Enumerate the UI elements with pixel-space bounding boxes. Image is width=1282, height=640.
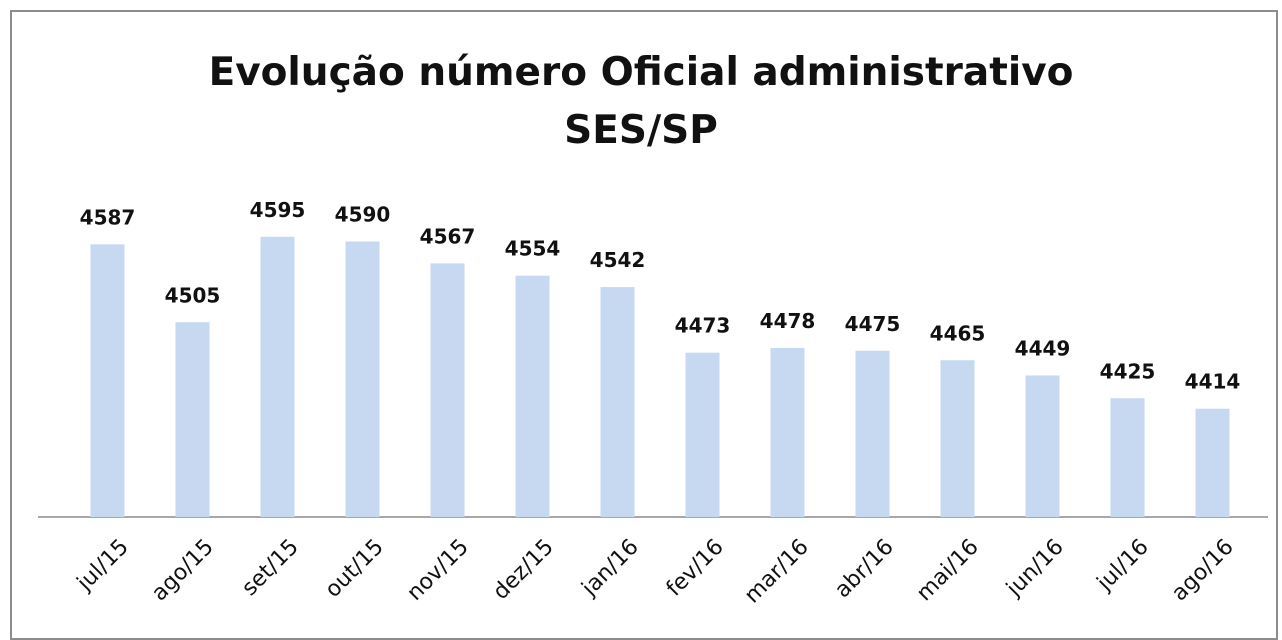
bar	[260, 236, 295, 517]
data-label: 4473	[675, 314, 731, 338]
x-tick-label: mai/16	[912, 535, 984, 607]
x-tick-label: jul/16	[1092, 535, 1154, 597]
data-label: 4478	[760, 309, 816, 333]
bar	[430, 263, 465, 517]
chart-title: Evolução número Oficial administrativo S…	[208, 50, 1074, 153]
data-label: 4587	[80, 205, 136, 229]
bar	[855, 350, 890, 517]
data-label: 4425	[1100, 359, 1156, 383]
bar	[90, 244, 125, 517]
data-label: 4475	[845, 312, 901, 336]
bar	[1025, 375, 1060, 517]
x-tick-label: abr/16	[830, 535, 899, 604]
data-label: 4554	[505, 237, 561, 261]
x-tick-label: set/15	[237, 535, 303, 601]
bar	[175, 322, 210, 517]
x-tick-label: jul/15	[72, 535, 134, 597]
data-label: 4590	[335, 203, 391, 227]
data-label: 4595	[250, 198, 306, 222]
bar	[940, 360, 975, 517]
x-tick-label: fev/16	[662, 535, 729, 602]
x-tick-label: out/15	[321, 535, 389, 603]
data-label: 4542	[590, 248, 646, 272]
x-tick-label: ago/16	[1167, 535, 1239, 607]
bar	[600, 287, 635, 517]
x-tick-label: nov/15	[402, 535, 473, 606]
x-tick-label: jan/16	[577, 535, 644, 602]
data-label: 4567	[420, 224, 476, 248]
bar	[345, 241, 380, 517]
x-tick-label: dez/15	[488, 535, 558, 605]
bar	[1110, 398, 1145, 517]
data-label: 4505	[165, 283, 221, 307]
data-label: 4449	[1015, 336, 1071, 360]
bar	[515, 275, 550, 517]
bar	[1195, 408, 1230, 517]
bar	[685, 352, 720, 517]
bar	[770, 347, 805, 517]
x-tick-label: mar/16	[740, 535, 814, 609]
data-label: 4414	[1185, 370, 1241, 394]
x-tick-label: ago/15	[147, 535, 219, 607]
data-label: 4465	[930, 321, 986, 345]
x-tick-label: jun/16	[1001, 535, 1068, 602]
